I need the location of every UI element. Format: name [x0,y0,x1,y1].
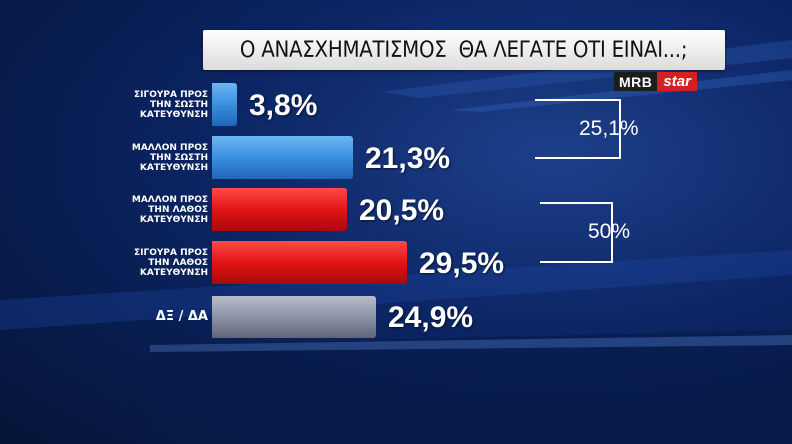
bar [212,188,347,231]
bar [212,296,376,338]
category-label: ΣΙΓΟΥΡΑ ΠΡΟΣ ΤΗΝ ΣΩΣΤΗ ΚΑΤΕΥΘΥΝΣΗ [133,89,208,120]
value-label: 24,9% [388,301,474,334]
category-label: ΜΑΛΛΟΝ ΠΡΟΣ ΤΗΝ ΣΩΣΤΗ ΚΑΤΕΥΘΥΝΣΗ [131,142,208,173]
group-total-right: 25,1% [579,117,639,140]
bracket-wrong-direction [540,202,613,263]
channel-logo: MRB star [614,72,697,91]
value-label: 29,5% [419,246,505,280]
value-label: 3,8% [249,88,318,122]
group-total-wrong: 50% [588,220,631,243]
category-label: ΣΙΓΟΥΡΑ ΠΡΟΣ ΤΗΝ ΛΑΘΟΣ ΚΑΤΕΥΘΥΝΣΗ [133,247,208,278]
logo-mrb: MRB [614,72,658,91]
bar [212,136,353,179]
value-label: 21,3% [365,141,451,175]
category-label: ΜΑΛΛΟΝ ΠΡΟΣ ΤΗΝ ΛΑΘΟΣ ΚΑΤΕΥΘΥΝΣΗ [131,194,208,225]
logo-star: star [657,72,697,91]
category-label: ΔΞ / ΔΑ [155,309,208,324]
value-label: 20,5% [359,193,445,227]
bracket-right-direction [535,99,621,159]
title-box: Ο ΑΝΑΣΧΗΜΑΤΙΣΜΟΣ ΘΑ ΛΕΓΑΤΕ ΟΤΙ ΕΙΝΑΙ...; [203,30,725,70]
chart-title: Ο ΑΝΑΣΧΗΜΑΤΙΣΜΟΣ ΘΑ ΛΕΓΑΤΕ ΟΤΙ ΕΙΝΑΙ...; [240,37,688,63]
bar [212,241,407,284]
bar [212,83,237,126]
